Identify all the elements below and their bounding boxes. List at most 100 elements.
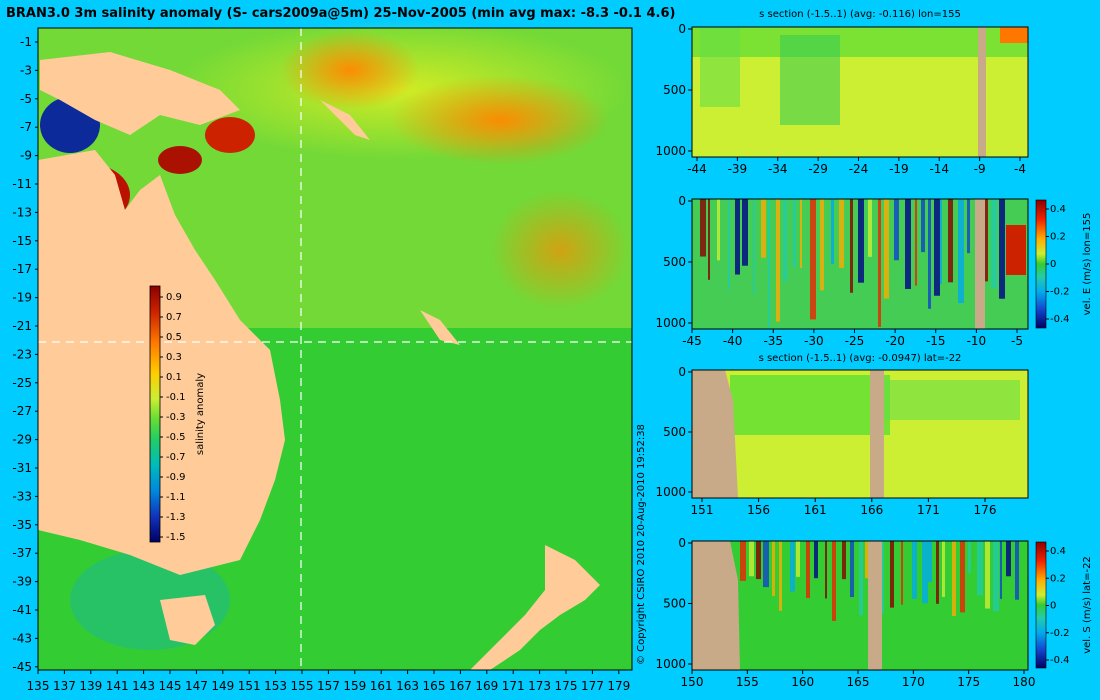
y-tick-label: 1000 — [655, 316, 686, 330]
panel-colorbar-label: vel. S (m/s) lat=-22 — [1082, 556, 1093, 654]
map-longitude-axis: 135 137 139 141 143 145 147 149 151 153 155 157 159 1… — [27, 670, 630, 693]
velocity-stripe — [894, 199, 899, 261]
x-tick-label: -19 — [889, 162, 909, 176]
longitude-label: 153 — [264, 679, 287, 693]
panel-title: s section (-1.5..1) (avg: -0.0947) lat=-… — [759, 353, 962, 364]
velocity-stripe — [708, 199, 710, 280]
velocity-stripe — [928, 199, 931, 309]
y-tick-label: 500 — [663, 597, 686, 611]
x-tick-label: -45 — [682, 334, 702, 348]
longitude-label: 135 — [27, 679, 50, 693]
longitude-label: 161 — [370, 679, 393, 693]
x-tick-label: -4 — [1014, 162, 1026, 176]
longitude-label: 163 — [396, 679, 419, 693]
colorbar-tick-label: 0.7 — [166, 312, 182, 323]
velocity-stripe — [832, 541, 836, 621]
longitude-label: 151 — [238, 679, 261, 693]
east-jet-core — [1006, 225, 1026, 275]
latitude-label: -37 — [12, 546, 32, 560]
latitude-label: -33 — [12, 489, 32, 503]
x-tick-label: -29 — [808, 162, 828, 176]
velocity-stripe — [928, 541, 932, 582]
x-tick-label: 151 — [691, 503, 714, 517]
latitude-label: -41 — [12, 603, 32, 617]
map-title: BRAN3.0 3m salinity anomaly (S- cars2009… — [6, 6, 675, 21]
velocity-stripe — [700, 199, 706, 257]
latitude-label: -11 — [12, 177, 32, 191]
x-tick-label: 155 — [736, 675, 759, 689]
velocity-stripe — [839, 199, 844, 268]
map-area[interactable] — [37, 20, 633, 671]
velocity-stripe — [858, 199, 864, 283]
low-salinity-plume — [780, 35, 840, 125]
velocity-stripe — [915, 199, 917, 286]
copyright-text: © Copyright CSIRO 2010 20-Aug-2010 19:52… — [636, 424, 647, 665]
land-mask-west — [692, 370, 738, 498]
colorbar-tick-label: -1.5 — [166, 532, 186, 543]
y-tick-label: 0 — [678, 194, 686, 208]
map-colorbar-label: salinity anomaly — [195, 373, 206, 455]
velocity-stripe — [1006, 541, 1011, 577]
velocity-stripe — [901, 541, 903, 605]
x-tick-label: 161 — [804, 503, 827, 517]
latitude-label: -23 — [12, 347, 32, 361]
gulf-high-anomaly — [205, 117, 255, 153]
panel-x-axis: 150 155 160 165 170 175 180 — [681, 670, 1036, 689]
colorbar-tick-label: 0.9 — [166, 292, 182, 303]
section-panel-salinity-lon155[interactable]: s section (-1.5..1) (avg: -0.116) lon=15… — [655, 9, 1029, 176]
velocity-stripe — [881, 541, 884, 614]
latitude-label: -35 — [12, 518, 32, 532]
panel-frame — [691, 26, 1029, 158]
velocity-stripe — [984, 199, 988, 282]
velocity-stripe — [985, 541, 990, 609]
x-tick-label: 170 — [902, 675, 925, 689]
panel-title: s section (-1.5..1) (avg: -0.116) lon=15… — [759, 9, 961, 20]
velocity-stripe — [756, 541, 761, 580]
x-tick-label: -39 — [728, 162, 748, 176]
section-panel-velS-lat-22[interactable]: 150 155 160 165 170 175 180 0 500 1000 0.4 0.2 0 -0… — [655, 536, 1093, 689]
velocity-stripe — [850, 199, 853, 293]
land-mask-west — [692, 541, 740, 670]
x-tick-label: 180 — [1013, 675, 1036, 689]
y-tick-label: 500 — [663, 255, 686, 269]
tasmania-landmass — [160, 595, 215, 645]
land-mask — [978, 27, 986, 157]
colorbar-tick-label: -0.7 — [166, 452, 186, 463]
velocity-stripe — [890, 541, 894, 608]
colorbar-tick-label: -0.4 — [1050, 655, 1070, 666]
colorbar-tick-label: 0.3 — [166, 352, 182, 363]
velocity-stripe — [878, 199, 881, 328]
velocity-stripe — [776, 199, 780, 322]
velocity-stripe — [865, 541, 870, 579]
velocity-stripes — [700, 199, 1005, 329]
velocity-stripe — [905, 199, 911, 289]
x-tick-label: 176 — [974, 503, 997, 517]
colorbar-tick-label: 0.1 — [166, 372, 182, 383]
panel-y-axis: 0 500 1000 — [655, 536, 692, 671]
x-tick-label: -20 — [885, 334, 905, 348]
section-panel-salinity-lat-22[interactable]: s section (-1.5..1) (avg: -0.0947) lat=-… — [655, 353, 1029, 517]
map-colorbar: 0.9 0.7 0.5 0.3 0.1 -0.1 -0.3 -0.5 -0.7 -0.9 -1.1 -… — [149, 285, 206, 543]
panel-colorbar-ticks: 0.4 0.2 0 -0.2 -0.4 — [1046, 204, 1070, 325]
velocity-stripe — [820, 199, 824, 291]
velocity-stripe — [936, 541, 939, 604]
x-tick-label: 165 — [847, 675, 870, 689]
velocity-stripe — [814, 541, 818, 579]
x-tick-label: -40 — [723, 334, 743, 348]
x-tick-label: 171 — [917, 503, 940, 517]
y-tick-label: 0 — [678, 365, 686, 379]
velocity-stripe — [790, 541, 795, 592]
surface-warm-patch — [1000, 27, 1028, 43]
latitude-label: -15 — [12, 234, 32, 248]
x-tick-label: -9 — [974, 162, 986, 176]
longitude-label: 155 — [291, 679, 314, 693]
velocity-stripe — [859, 541, 863, 616]
latitude-label: -45 — [12, 660, 32, 674]
velocity-stripe — [779, 541, 782, 611]
latitude-label: -19 — [12, 291, 32, 305]
colorbar-tick-label: -0.1 — [166, 392, 186, 403]
longitude-label: 149 — [211, 679, 234, 693]
velocity-stripe — [740, 541, 746, 581]
velocity-stripe — [912, 541, 917, 599]
